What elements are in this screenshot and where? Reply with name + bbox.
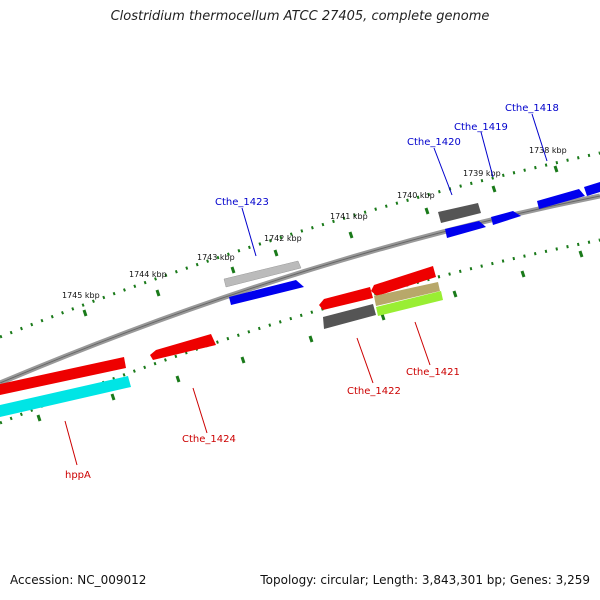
gene-label: Cthe_1418	[505, 103, 559, 114]
map-title: Clostridium thermocellum ATCC 27405, com…	[110, 9, 490, 24]
major-tick	[82, 309, 88, 317]
major-tick	[520, 270, 526, 278]
gene-label: Cthe_1422	[347, 386, 401, 397]
scale-label: 1740 kbp	[397, 191, 435, 200]
gene-hppA-cyan	[0, 376, 131, 417]
major-tick	[230, 266, 236, 274]
major-tick	[110, 393, 116, 401]
scale-label: 1738 kbp	[529, 146, 567, 155]
major-tick	[452, 290, 458, 298]
accession-text: Accession: NC_009012	[10, 573, 147, 587]
major-tick	[36, 414, 42, 422]
gene-cthe1423-gray	[223, 260, 302, 288]
major-tick	[491, 185, 497, 193]
reverse-genes	[0, 266, 443, 417]
gene-partial-right	[584, 182, 600, 196]
topology-text: Topology: circular; Length: 3,843,301 bp…	[260, 573, 590, 587]
major-tick	[578, 250, 584, 258]
major-tick	[155, 289, 161, 297]
gene-cthe1422-gray	[323, 304, 376, 329]
gene-cthe1418	[537, 189, 585, 209]
gene-cthe1423-blue	[229, 280, 304, 305]
gene-label: Cthe_1424	[182, 434, 236, 445]
major-tick	[424, 207, 430, 215]
gene-hppA-red	[0, 357, 126, 395]
major-tick	[308, 335, 314, 343]
gene-cthe1420-gray	[438, 203, 481, 223]
gene-cthe1420-blue	[445, 221, 486, 238]
scale-label: 1739 kbp	[463, 169, 501, 178]
gene-cthe1422-red	[319, 287, 373, 310]
scale-label: 1742 kbp	[264, 234, 302, 243]
outer-tick-row	[0, 151, 600, 339]
genome-backbone	[0, 193, 600, 386]
scale-label: 1743 kbp	[197, 253, 235, 262]
gene-label: hppA	[65, 470, 91, 481]
gene-cthe1421-olive	[374, 282, 440, 306]
major-tick	[273, 249, 279, 257]
forward-genes	[223, 182, 600, 305]
gene-label: Cthe_1420	[407, 137, 461, 148]
scale-label: 1744 kbp	[129, 270, 167, 279]
major-tick	[240, 356, 246, 364]
gene-label: Cthe_1419	[454, 122, 508, 133]
gene-cthe1421-green	[376, 291, 443, 316]
gene-cthe1421-red	[371, 266, 436, 296]
major-tick	[348, 231, 354, 239]
gene-label: Cthe_1423	[215, 197, 269, 208]
major-tick	[553, 165, 559, 173]
scale-label: 1745 kbp	[62, 291, 100, 300]
scale-label: 1741 kbp	[330, 212, 368, 221]
major-tick	[380, 313, 386, 321]
gene-cthe1419	[491, 211, 521, 225]
major-tick	[175, 375, 181, 383]
gene-cthe1424	[150, 334, 216, 360]
gene-label: Cthe_1421	[406, 367, 460, 378]
